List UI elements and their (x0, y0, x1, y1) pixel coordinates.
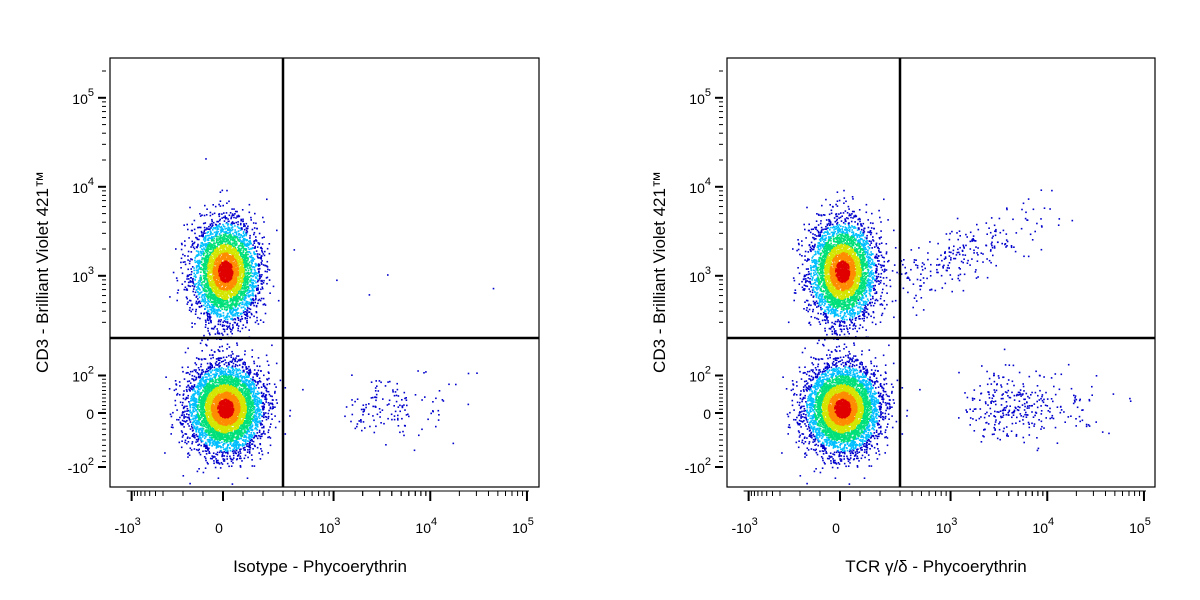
x-tick-label: 104 (1032, 516, 1054, 536)
plot-panel-1: -103 0 103 104 105 -102 0 102 103 104 105 Isotype -… (33, 57, 540, 576)
x-axis: -103 0 103 104 105 (731, 490, 1151, 536)
y-tick-label: -102 (68, 456, 94, 476)
y-tick-label: 102 (72, 365, 94, 385)
plot-panel-2: -103 0 103 104 105 -102 0 102 103 104 105 TCR γ/δ -… (650, 57, 1156, 576)
x-tick-label: 103 (936, 516, 958, 536)
y-tick-label: 0 (86, 406, 94, 422)
y-tick-label: -102 (685, 456, 711, 476)
y-tick-label: 103 (689, 265, 711, 285)
x-tick-label: 105 (1129, 516, 1151, 536)
y-tick-label: 103 (72, 265, 94, 285)
x-axis-label: Isotype - Phycoerythrin (233, 557, 407, 576)
event-dots (164, 158, 495, 485)
y-tick-label: 0 (703, 406, 711, 422)
x-tick-label: 104 (415, 516, 437, 536)
x-tick-label: 103 (319, 516, 341, 536)
x-tick-label: 0 (832, 520, 840, 536)
y-tick-label: 105 (689, 87, 711, 107)
y-axis-label: CD3 - Brilliant Violet 421™ (33, 171, 52, 373)
y-tick-label: 104 (72, 176, 94, 196)
y-axis-label: CD3 - Brilliant Violet 421™ (650, 171, 669, 373)
y-axis: -102 0 102 103 104 105 (68, 70, 106, 476)
x-axis-label: TCR γ/δ - Phycoerythrin (845, 557, 1026, 576)
x-axis: -103 0 103 104 105 (114, 490, 534, 536)
x-tick-label: -103 (114, 516, 140, 536)
plot-frame (726, 57, 1156, 488)
y-axis: -102 0 102 103 104 105 (685, 70, 723, 476)
y-tick-label: 104 (689, 176, 711, 196)
x-tick-label: -103 (731, 516, 757, 536)
x-tick-label: 0 (215, 520, 223, 536)
event-dots (781, 189, 1132, 485)
y-tick-label: 105 (72, 87, 94, 107)
y-tick-label: 102 (689, 365, 711, 385)
x-tick-label: 105 (512, 516, 534, 536)
